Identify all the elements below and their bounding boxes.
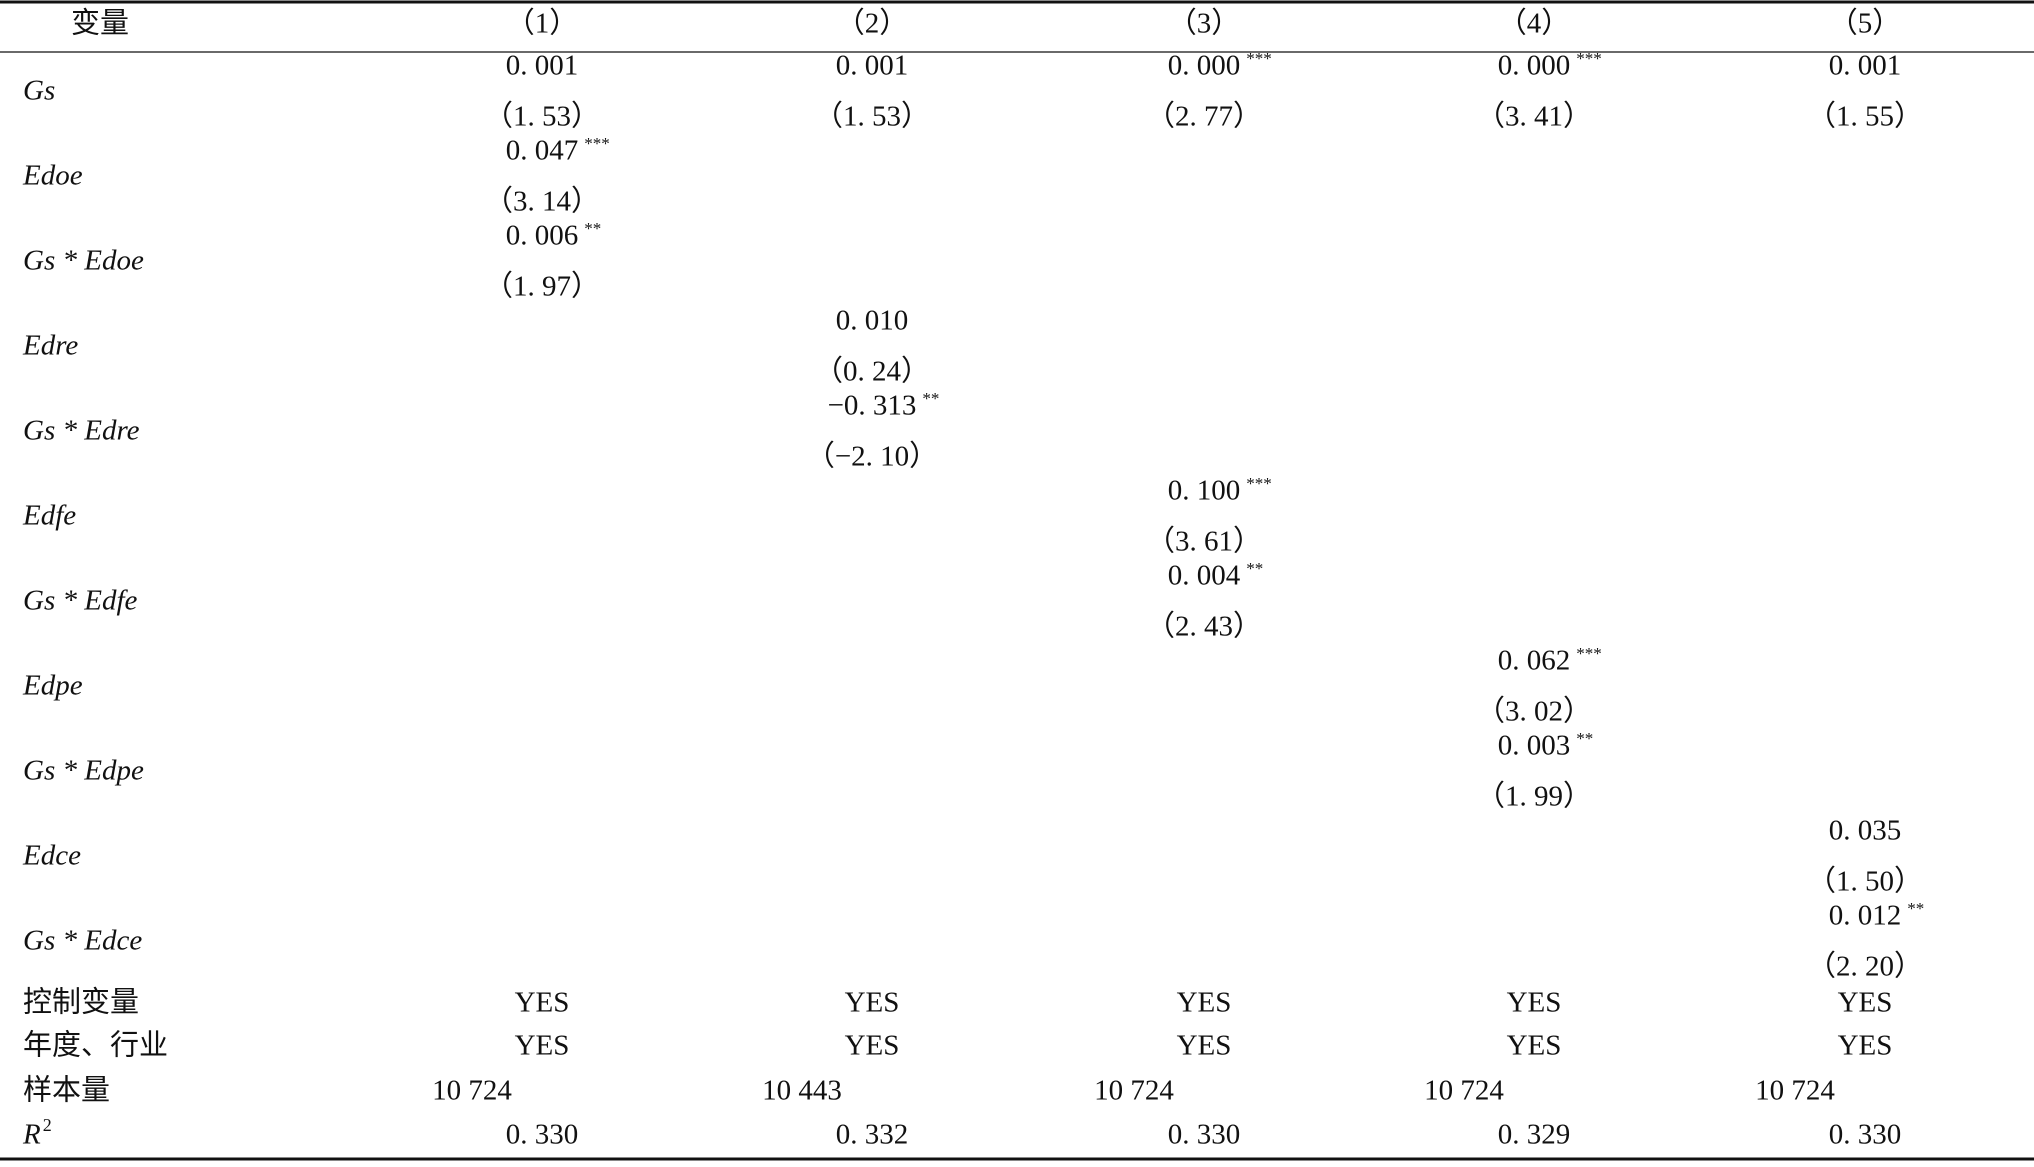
header-cell: （5） [1829, 8, 1902, 40]
t-statistic: （1. 53） [814, 101, 930, 133]
footer-cell: YES [845, 1030, 900, 1062]
coefficient: 0. 001 [1829, 50, 1902, 82]
coefficient: 0. 100 [1168, 475, 1241, 507]
footer-cell: YES [1507, 1030, 1562, 1062]
significance-stars: *** [1246, 474, 1272, 493]
header-cell: （2） [836, 8, 909, 40]
footer-cell: 0. 330 [506, 1119, 579, 1151]
footer-cell: 0. 329 [1498, 1119, 1571, 1151]
t-statistic: （1. 99） [1476, 781, 1592, 813]
footer-label: 样本量 [23, 1074, 110, 1107]
t-statistic: （1. 53） [484, 101, 600, 133]
footer-cell: 10 724 [1755, 1075, 1835, 1107]
header-cell: （4） [1498, 8, 1571, 40]
header-cell: （1） [506, 8, 579, 40]
variable-label: Edpe [22, 670, 83, 702]
footer-label: R [22, 1119, 41, 1151]
variable-label: Edre [22, 330, 78, 362]
footer-cell: YES [1838, 987, 1893, 1019]
footer-cell: 10 724 [1094, 1075, 1174, 1107]
variable-label: Gs * Edre [23, 415, 140, 447]
coefficient: 0. 001 [506, 50, 579, 82]
coefficient: 0. 012 [1829, 900, 1902, 932]
variable-label: Edfe [22, 500, 76, 532]
coefficient: 0. 000 [1168, 50, 1241, 82]
variable-label: Gs * Edpe [23, 755, 144, 787]
footer-cell: 10 724 [432, 1075, 512, 1107]
footer-cell: YES [1838, 1030, 1893, 1062]
significance-stars: *** [1576, 644, 1602, 663]
footer-cell: YES [515, 1030, 570, 1062]
t-statistic: （1. 97） [484, 271, 600, 303]
footer-cell: YES [1177, 987, 1232, 1019]
significance-stars: ** [1907, 899, 1924, 918]
significance-stars: *** [584, 134, 610, 153]
variable-label: Edoe [22, 160, 83, 192]
significance-stars: ** [1246, 559, 1263, 578]
significance-stars: *** [1576, 49, 1602, 68]
footer-cell: YES [845, 987, 900, 1019]
t-statistic: （3. 02） [1476, 696, 1592, 728]
t-statistic: （3. 61） [1146, 526, 1262, 558]
footer-cell: 0. 330 [1829, 1119, 1902, 1151]
significance-stars: *** [1246, 49, 1272, 68]
t-statistic: （3. 14） [484, 186, 600, 218]
t-statistic: （2. 43） [1146, 611, 1262, 643]
coefficient: 0. 010 [836, 305, 909, 337]
variable-label: Edce [22, 840, 81, 872]
significance-stars: ** [1576, 729, 1593, 748]
variable-label: Gs * Edfe [23, 585, 138, 617]
footer-cell: YES [1507, 987, 1562, 1019]
t-statistic: （1. 55） [1807, 101, 1923, 133]
variable-label: Gs [23, 75, 55, 107]
significance-stars: ** [922, 389, 939, 408]
footer-label: 控制变量 [23, 986, 139, 1019]
t-statistic: （−2. 10） [806, 441, 938, 473]
t-statistic: （0. 24） [814, 356, 930, 388]
footer-cell: 0. 330 [1168, 1119, 1241, 1151]
coefficient: 0. 047 [506, 135, 579, 167]
footer-cell: YES [515, 987, 570, 1019]
significance-stars: ** [584, 219, 601, 238]
header-label: 变量 [71, 7, 129, 40]
t-statistic: （1. 50） [1807, 866, 1923, 898]
footer-cell: 10 443 [762, 1075, 842, 1107]
header-cell: （3） [1168, 8, 1241, 40]
variable-label: Gs * Edce [23, 925, 142, 957]
t-statistic: （2. 77） [1146, 101, 1262, 133]
footer-cell: 0. 332 [836, 1119, 909, 1151]
coefficient: 0. 004 [1168, 560, 1241, 592]
footer-label-sup: 2 [43, 1115, 52, 1135]
variable-label: Gs * Edoe [23, 245, 144, 277]
coefficient: 0. 035 [1829, 815, 1902, 847]
footer-cell: YES [1177, 1030, 1232, 1062]
coefficient: −0. 313 [828, 390, 917, 422]
coefficient: 0. 001 [836, 50, 909, 82]
coefficient: 0. 000 [1498, 50, 1571, 82]
t-statistic: （3. 41） [1476, 101, 1592, 133]
footer-label: 年度、行业 [23, 1029, 168, 1062]
coefficient: 0. 006 [506, 220, 579, 252]
coefficient: 0. 003 [1498, 730, 1571, 762]
footer-cell: 10 724 [1424, 1075, 1504, 1107]
coefficient: 0. 062 [1498, 645, 1571, 677]
t-statistic: （2. 20） [1807, 951, 1923, 983]
